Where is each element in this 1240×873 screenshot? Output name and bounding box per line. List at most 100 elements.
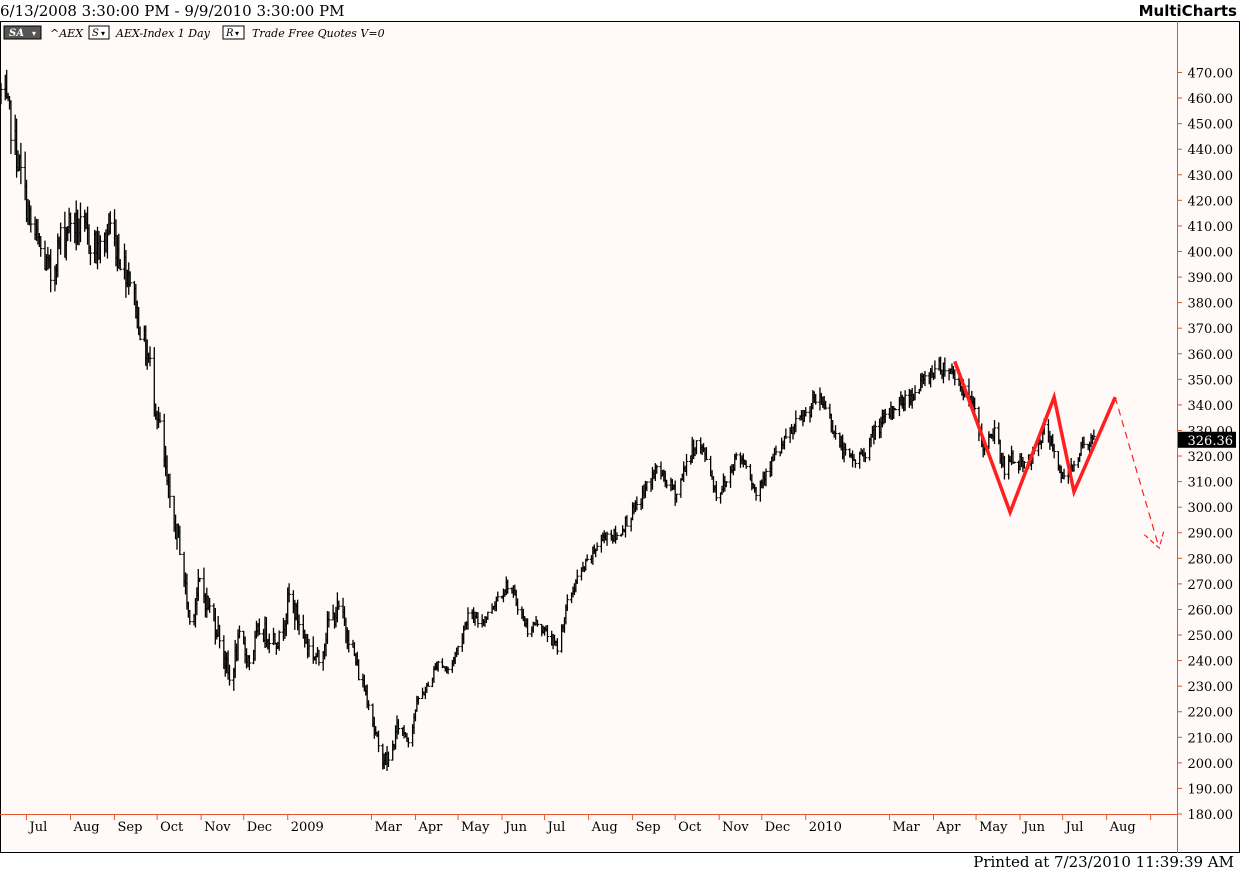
ohlc-bar [873, 420, 878, 440]
projection-arrow-line [1114, 397, 1160, 549]
ohlc-bar [505, 579, 510, 594]
ohlc-bar [48, 248, 53, 293]
ohlc-bar [158, 412, 162, 424]
y-tick-label: 250.00 [1188, 629, 1234, 644]
ohlc-bar [217, 624, 222, 649]
ohlc-bar [287, 583, 291, 603]
chart-svg[interactable]: SA ▾ ^AEX S ▾ AEX-Index 1 Day R ▾ Trade … [0, 21, 1240, 853]
ohlc-bar [128, 271, 132, 287]
y-tick-label: 460.00 [1188, 92, 1234, 107]
ohlc-bar [257, 618, 262, 635]
x-tick-label: Apr [417, 820, 443, 835]
ohlc-bar [644, 481, 649, 492]
ohlc-bar [635, 496, 639, 511]
y-tick-label: 230.00 [1188, 680, 1234, 695]
ohlc-bar [277, 630, 281, 651]
x-tick-label: Oct [678, 820, 702, 835]
ohlc-bar [108, 211, 113, 235]
ohlc-bar [327, 611, 331, 628]
ohlc-bar [724, 481, 729, 488]
ohlc-bar [9, 100, 13, 154]
ohlc-bar [297, 614, 301, 635]
chevron-down-icon: ▾ [101, 29, 105, 38]
x-tick-label: Sep [118, 820, 143, 835]
last-price-tag: 326.36 [1178, 431, 1236, 449]
ohlc-bar [476, 612, 480, 628]
s-dropdown-box [88, 25, 110, 40]
y-tick-label: 380.00 [1188, 297, 1234, 312]
ohlc-bar [605, 531, 609, 546]
ohlc-bar [178, 525, 182, 556]
sa-dropdown[interactable]: SA ▾ [3, 25, 42, 40]
x-tick-label: Apr [935, 820, 961, 835]
r-dropdown-box [222, 25, 245, 40]
ohlc-bar [863, 452, 868, 463]
price-bars [0, 69, 1096, 771]
chart-frame[interactable]: SA ▾ ^AEX S ▾ AEX-Index 1 Day R ▾ Trade … [0, 21, 1240, 853]
ohlc-bar [307, 638, 311, 658]
ohlc-bar [525, 618, 530, 638]
ohlc-bar [933, 360, 937, 379]
r-label: R [225, 28, 234, 39]
sa-dropdown-box [3, 25, 42, 40]
projection-arrow-head [1143, 528, 1166, 550]
y-tick-label: 310.00 [1188, 476, 1234, 491]
ohlc-bar [664, 479, 669, 489]
y-tick-label: 180.00 [1188, 808, 1234, 823]
chevron-down-icon: ▾ [235, 29, 239, 38]
ohlc-bar [774, 445, 778, 456]
y-tick-label: 190.00 [1188, 782, 1234, 797]
ohlc-bar [118, 259, 123, 271]
ohlc-bar [207, 597, 212, 613]
x-tick-label: Dec [765, 820, 790, 835]
ohlc-bar [714, 480, 719, 502]
x-tick-label: Mar [892, 820, 920, 835]
y-tick-label: 450.00 [1188, 118, 1234, 133]
ohlc-bar [456, 645, 460, 656]
y-tick-label: 370.00 [1188, 322, 1234, 337]
ohlc-bar [29, 205, 33, 233]
ohlc-bar [535, 619, 540, 627]
ohlc-bar [78, 202, 83, 243]
ohlc-bar [833, 425, 838, 440]
ohlc-bar [406, 737, 411, 748]
ohlc-bar [168, 473, 172, 509]
pattern-drawing[interactable] [953, 360, 1166, 550]
ohlc-bar [376, 730, 381, 753]
ohlc-bar [595, 542, 599, 552]
ohlc-bar [813, 393, 818, 405]
app-name: MultiCharts [1138, 2, 1237, 20]
ohlc-bar [436, 660, 440, 672]
y-tick-label: 240.00 [1188, 655, 1234, 670]
ohlc-bar [38, 236, 43, 257]
s-dropdown[interactable]: S ▾ [88, 25, 110, 40]
ohlc-bar [565, 594, 570, 611]
x-tick-label: Dec [247, 820, 272, 835]
x-tick-label: Aug [1109, 820, 1136, 835]
symbol-label: ^AEX [50, 27, 84, 40]
x-tick-label: May [461, 820, 490, 835]
ohlc-bar [396, 719, 401, 735]
ohlc-bar [1082, 436, 1086, 449]
data-source-label: Trade Free Quotes V=0 [252, 27, 385, 40]
y-tick-label: 340.00 [1188, 399, 1234, 414]
ohlc-bar [515, 598, 520, 615]
ohlc-bar [1022, 460, 1027, 469]
ohlc-bar [58, 222, 63, 255]
chevron-down-icon: ▾ [32, 29, 36, 38]
ohlc-bar [694, 440, 699, 455]
y-tick-label: 470.00 [1188, 67, 1234, 82]
r-dropdown[interactable]: R ▾ [222, 25, 245, 40]
x-tick-label: Aug [73, 820, 100, 835]
ohlc-bar [943, 357, 947, 377]
ohlc-bar [1092, 429, 1096, 441]
ohlc-bar [19, 142, 23, 185]
x-tick-label: Jul [546, 820, 566, 835]
y-tick-label: 220.00 [1188, 706, 1234, 721]
x-tick-label: Jul [1064, 820, 1084, 835]
x-tick-label: Aug [591, 820, 618, 835]
y-tick-label: 390.00 [1188, 271, 1234, 286]
y-tick-label: 320.00 [1188, 450, 1234, 465]
ohlc-bar [843, 443, 848, 456]
ohlc-bar [247, 655, 252, 671]
